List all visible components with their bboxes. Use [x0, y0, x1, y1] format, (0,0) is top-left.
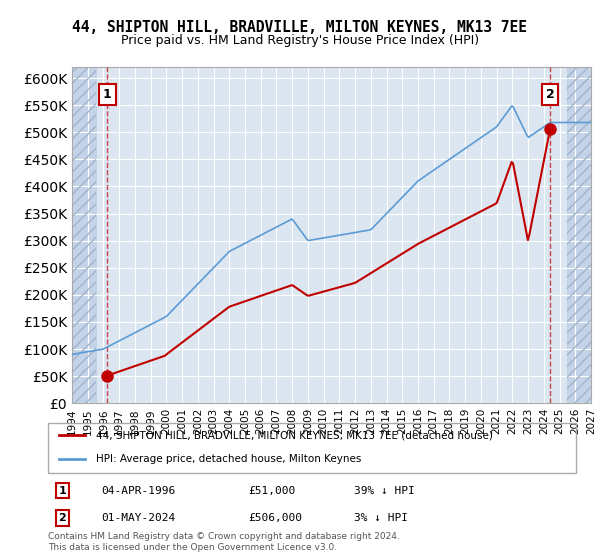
- Text: 2: 2: [59, 513, 67, 523]
- Bar: [568, 67, 591, 403]
- Text: Contains HM Land Registry data © Crown copyright and database right 2024.
This d: Contains HM Land Registry data © Crown c…: [48, 532, 400, 552]
- Text: 44, SHIPTON HILL, BRADVILLE, MILTON KEYNES, MK13 7EE (detached house): 44, SHIPTON HILL, BRADVILLE, MILTON KEYN…: [95, 431, 493, 440]
- Text: 44, SHIPTON HILL, BRADVILLE, MILTON KEYNES, MK13 7EE: 44, SHIPTON HILL, BRADVILLE, MILTON KEYN…: [73, 20, 527, 35]
- Bar: [72, 67, 95, 403]
- Text: 04-APR-1996: 04-APR-1996: [101, 486, 175, 496]
- Bar: [568, 67, 599, 403]
- Text: 39% ↓ HPI: 39% ↓ HPI: [354, 486, 415, 496]
- Text: 3% ↓ HPI: 3% ↓ HPI: [354, 513, 408, 523]
- Text: £506,000: £506,000: [248, 513, 302, 523]
- Text: 2: 2: [546, 88, 554, 101]
- Text: 1: 1: [103, 88, 112, 101]
- Text: Price paid vs. HM Land Registry's House Price Index (HPI): Price paid vs. HM Land Registry's House …: [121, 34, 479, 46]
- Text: 1: 1: [59, 486, 67, 496]
- Text: £51,000: £51,000: [248, 486, 296, 496]
- Text: 01-MAY-2024: 01-MAY-2024: [101, 513, 175, 523]
- Text: HPI: Average price, detached house, Milton Keynes: HPI: Average price, detached house, Milt…: [95, 454, 361, 464]
- Bar: [72, 67, 95, 403]
